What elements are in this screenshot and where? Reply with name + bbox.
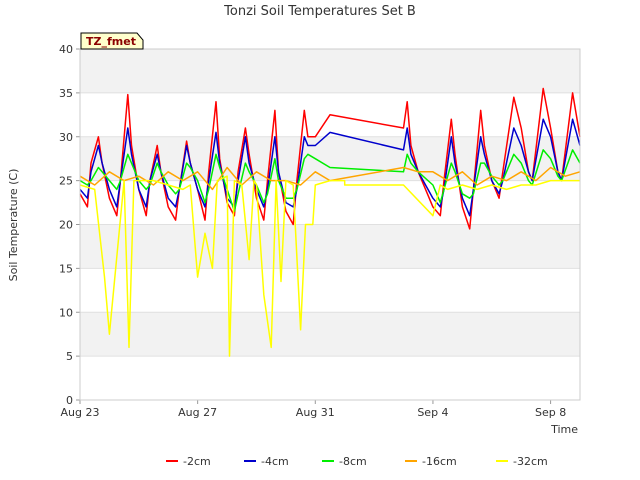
series-line-16cm: [79, 166, 581, 191]
station-badge: TZ_fmet: [80, 32, 144, 50]
badge-text: TZ_fmet: [86, 35, 136, 48]
legend-item: -4cm: [244, 455, 289, 468]
y-tick-label: 20: [59, 219, 73, 232]
x-tick-label: Sep 8: [535, 406, 566, 419]
legend-item: -32cm: [496, 455, 548, 468]
legend-item: -8cm: [322, 455, 367, 468]
x-axis-label: Time: [550, 423, 578, 436]
x-tick-label: Sep 4: [417, 406, 448, 419]
grid-band: [80, 49, 580, 93]
y-axis-ticks: 0 5 10 15 20 25 30 35 40: [59, 43, 80, 407]
y-tick-label: 40: [59, 43, 73, 56]
x-axis-ticks: Aug 23 Aug 27 Aug 31 Sep 4 Sep 8: [61, 400, 566, 419]
legend-item: -16cm: [405, 455, 457, 468]
chart-title: Tonzi Soil Temperatures Set B: [223, 4, 416, 19]
legend-label: -8cm: [339, 455, 367, 468]
legend-label: -32cm: [513, 455, 548, 468]
grid-band: [80, 136, 580, 181]
grid-band: [80, 312, 580, 357]
y-tick-label: 5: [66, 350, 73, 363]
y-tick-label: 0: [66, 394, 73, 407]
y-tick-label: 10: [59, 306, 73, 319]
legend-label: -4cm: [261, 455, 289, 468]
series-line-4cm: [79, 118, 581, 217]
legend-item: -2cm: [166, 455, 211, 468]
y-tick-label: 35: [59, 87, 73, 100]
y-tick-label: 15: [59, 262, 73, 275]
y-tick-label: 30: [59, 131, 73, 144]
x-tick-label: Aug 27: [178, 406, 217, 419]
y-tick-label: 25: [59, 175, 73, 188]
series-lines: [79, 87, 581, 357]
x-tick-label: Aug 31: [296, 406, 335, 419]
y-axis-label: Soil Temperature (C): [7, 169, 20, 282]
badge-box: [80, 32, 144, 50]
legend-label: -2cm: [183, 455, 211, 468]
grid-band: [80, 224, 580, 269]
legend-label: -16cm: [422, 455, 457, 468]
grid-bands: [80, 49, 580, 357]
plot-frame: [79, 48, 581, 401]
series-line-32cm: [79, 175, 580, 357]
legend: -2cm -4cm -8cm -16cm -32cm: [166, 455, 548, 468]
x-tick-label: Aug 23: [61, 406, 100, 419]
